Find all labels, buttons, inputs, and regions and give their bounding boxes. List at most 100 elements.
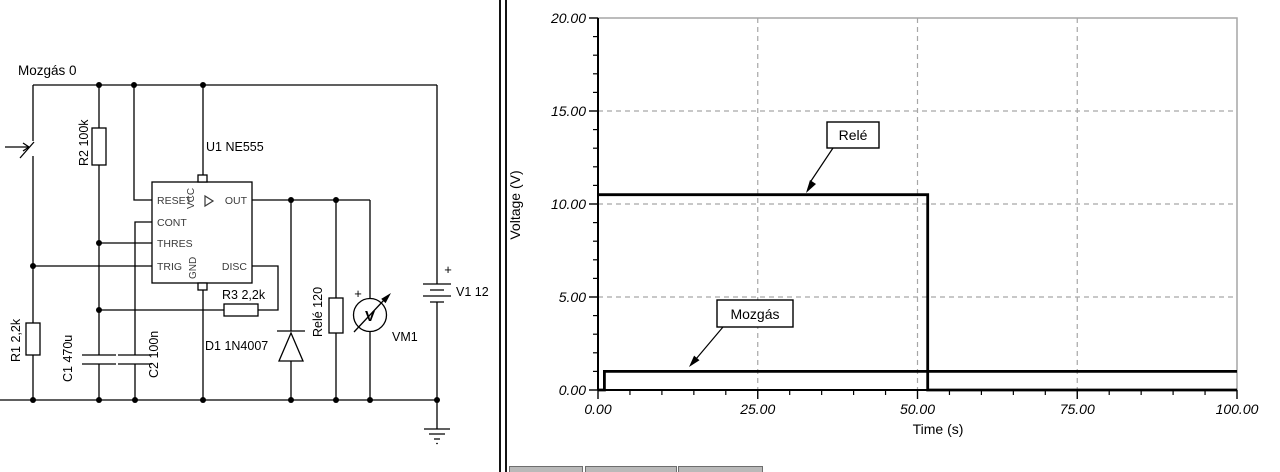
annotation-arrow-line	[810, 147, 834, 182]
y-tick-label: 15.00	[551, 103, 586, 119]
junction-dot	[96, 240, 102, 246]
bottom-button-fragment-1[interactable]	[509, 466, 583, 472]
x-tick-label: 100.00	[1216, 401, 1259, 417]
capacitor-c1-label: C1 470u	[61, 335, 75, 382]
junction-dot	[96, 397, 102, 403]
diode-d1-label: D1 1N4007	[205, 339, 268, 353]
switch-hotkey-arrow	[5, 142, 30, 152]
annotation-arrowhead	[689, 355, 700, 367]
ic-vcc-pin	[197, 174, 208, 183]
battery-label: V1 12	[456, 285, 489, 299]
junction-dot	[434, 397, 440, 403]
annotation-box[interactable]	[716, 299, 794, 328]
voltmeter-label: VM1	[392, 330, 418, 344]
voltmeter-arrow	[353, 299, 385, 333]
voltmeter-arrowhead	[381, 293, 391, 304]
battery-v1[interactable]: + V1 12	[423, 262, 489, 303]
panel-splitter[interactable]	[499, 0, 507, 472]
junction-dot	[288, 197, 294, 203]
resistor-body[interactable]	[223, 303, 259, 317]
reset-inversion-mark	[204, 194, 215, 208]
wire-cont-c2	[134, 221, 152, 400]
pin-thres: THRES	[157, 238, 193, 250]
pin-gnd: GND	[188, 257, 199, 279]
power-switch[interactable]: Mozgás 0	[5, 63, 77, 159]
junction-dot	[131, 82, 137, 88]
ic-body[interactable]	[151, 181, 253, 284]
wire-out	[252, 199, 371, 298]
x-tick-label: 25.00	[739, 401, 775, 417]
pin-out: OUT	[225, 195, 248, 207]
battery-plus: +	[444, 262, 452, 277]
annotation-label: Relé	[839, 127, 868, 143]
y-tick-label: 20.00	[550, 10, 586, 26]
junction-dot	[30, 397, 36, 403]
relay-body[interactable]	[328, 297, 344, 334]
chart-ticks: 0.00 5.00 10.00 15.00 20.00 0.00 25.00 50.00 75.…	[550, 10, 1259, 417]
resistor-body[interactable]	[91, 127, 107, 166]
junction-dot	[333, 397, 339, 403]
annotation-arrowhead	[806, 180, 816, 193]
y-tick-label: 5.00	[559, 289, 586, 305]
x-tick-label: 50.00	[900, 401, 935, 417]
junction-dot	[200, 82, 206, 88]
annotation-mozgas[interactable]: Mozgás	[689, 299, 794, 367]
junction-dot	[30, 263, 36, 269]
junction-dot	[96, 307, 102, 313]
diode-d1[interactable]: D1 1N4007	[205, 330, 305, 362]
switch-blade[interactable]	[19, 141, 35, 159]
junction-dot	[288, 397, 294, 403]
voltmeter-plus: +	[354, 286, 362, 301]
junction-dot	[96, 82, 102, 88]
junction-dot	[367, 397, 373, 403]
annotation-box[interactable]	[826, 121, 880, 149]
relay-coil[interactable]: Relé 120	[311, 287, 344, 337]
y-axis-title: Voltage (V)	[507, 170, 523, 239]
chart-traces	[598, 193, 1237, 392]
annotation-label: Mozgás	[730, 306, 779, 322]
voltmeter-symbol: V	[365, 308, 375, 325]
chart-grid	[598, 18, 1237, 390]
ground-symbol	[424, 428, 450, 445]
waveform-chart: 0.00 5.00 10.00 15.00 20.00 0.00 25.00 50.00 75.…	[507, 10, 1259, 437]
circuit-canvas: Mozgás 0 R2 100k R1 2,2k R3 2,2k C1 470u…	[0, 63, 489, 445]
trace-relé	[598, 193, 1237, 392]
relay-label: Relé 120	[311, 287, 325, 337]
trace-mozgás	[598, 369, 1237, 392]
resistor-r3-label: R3 2,2k	[222, 288, 266, 302]
annotation-rele[interactable]: Relé	[806, 121, 880, 193]
bottom-button-fragment-2[interactable]	[585, 466, 677, 472]
junction-dot	[333, 197, 339, 203]
wire-disc-r3	[99, 265, 279, 311]
pin-vcc: VCC	[186, 188, 197, 209]
y-tick-label: 10.00	[551, 196, 586, 212]
x-tick-label: 0.00	[584, 401, 611, 417]
capacitor-plates[interactable]	[118, 354, 152, 365]
capacitor-c2[interactable]: C2 100n	[118, 331, 161, 378]
ic-u1-ne555[interactable]: RESET CONT THRES TRIG OUT DISC VCC GND U…	[151, 140, 264, 291]
voltmeter-vm1[interactable]: V + VM1	[352, 286, 418, 344]
bottom-button-fragment-3[interactable]	[678, 466, 763, 472]
pin-cont: CONT	[157, 217, 187, 229]
annotation-arrow-line	[695, 326, 724, 360]
ic-label: U1 NE555	[206, 140, 264, 154]
capacitor-plates[interactable]	[82, 354, 116, 365]
resistor-r2[interactable]: R2 100k	[77, 119, 107, 166]
resistor-r2-label: R2 100k	[77, 119, 91, 166]
plot-border	[598, 17, 1238, 390]
ic-gnd-pin	[197, 282, 208, 291]
pin-reset: RESET	[157, 195, 193, 207]
resistor-r1-label: R1 2,2k	[9, 318, 23, 362]
wire-reset	[133, 85, 152, 201]
junction-dot	[200, 397, 206, 403]
junction-dot	[132, 397, 138, 403]
diode-triangle[interactable]	[278, 331, 304, 362]
x-axis-title: Time (s)	[913, 421, 964, 437]
capacitor-c1[interactable]: C1 470u	[61, 335, 116, 382]
resistor-r3[interactable]: R3 2,2k	[222, 288, 266, 317]
capacitor-c2-label: C2 100n	[147, 331, 161, 378]
resistor-r1[interactable]: R1 2,2k	[9, 318, 41, 362]
battery-plates[interactable]	[423, 283, 451, 303]
x-tick-label: 75.00	[1060, 401, 1095, 417]
resistor-body[interactable]	[25, 322, 41, 356]
